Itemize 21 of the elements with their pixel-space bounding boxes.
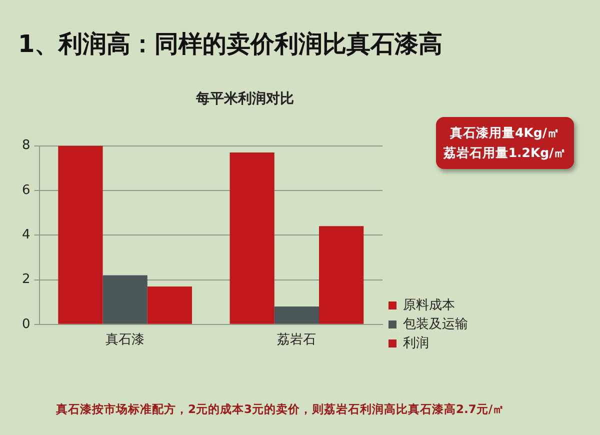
bar [147,286,192,324]
text: 荔岩石用量1.2Kg/㎡ [442,144,568,162]
bar [102,275,148,324]
y-tick-label: 2 [22,272,30,288]
bar [230,152,274,324]
legend-label: 包装及运输 [403,316,468,332]
x-tick-label: 荔岩石 [277,332,316,348]
legend-label: 原料成本 [403,298,455,313]
bar [274,306,320,324]
bar [58,146,103,324]
chart-subtitle: 每平米利润对比 [195,90,295,108]
legend-label: 利润 [403,336,429,351]
y-tick-label: 4 [22,227,30,242]
chart-title: 1、利润高：同样的卖价利润比真石漆高 [18,29,443,60]
x-tick-label: 真石漆 [106,332,145,348]
text: 真石漆按市场标准配方，2元的成本3元的卖价，则荔岩石利润高比真石漆高2.7元/㎡ [56,402,505,417]
y-tick-label: 8 [22,138,30,154]
bar [319,226,364,324]
text: 真石漆用量4Kg/㎡ [449,124,561,142]
y-tick-label: 6 [22,182,30,198]
y-tick-label: 0 [22,316,30,332]
